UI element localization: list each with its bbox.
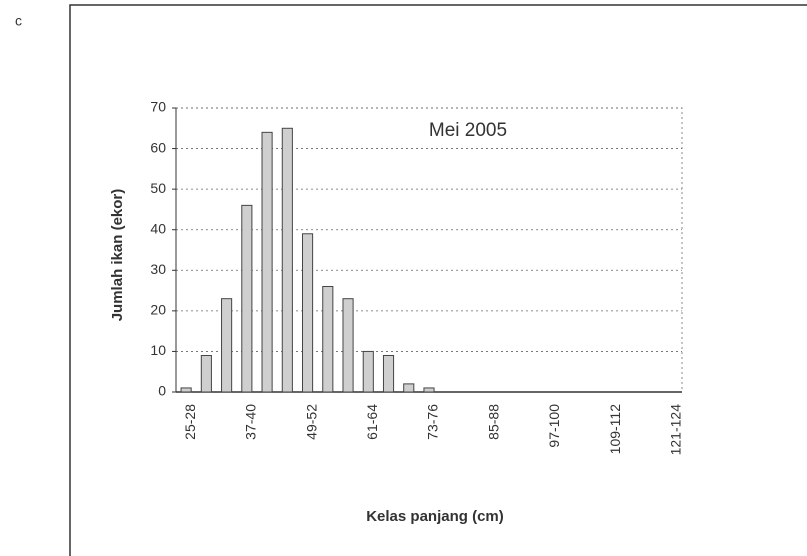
y-tick-label: 70 <box>150 99 166 115</box>
x-tick-label: 37-40 <box>243 404 259 440</box>
y-axis-label: Jumlah ikan (ekor) <box>109 189 126 322</box>
x-tick-label: 109-112 <box>607 404 623 455</box>
bar <box>322 286 334 393</box>
x-tick-label: 121-124 <box>668 404 684 456</box>
bar <box>302 233 314 393</box>
x-tick-label: 73-76 <box>425 404 441 440</box>
frame <box>69 4 807 556</box>
bar <box>261 131 273 393</box>
bar <box>423 387 435 393</box>
x-tick-label: 49-52 <box>303 404 319 440</box>
y-tick-label: 60 <box>150 139 166 155</box>
x-tick-label: 97-100 <box>546 404 562 448</box>
bar <box>241 204 253 393</box>
y-tick-label: 10 <box>150 342 166 358</box>
bar <box>342 298 354 393</box>
x-axis-label: Kelas panjang (cm) <box>366 508 504 525</box>
panel-label: c <box>15 13 22 29</box>
bar <box>281 127 293 393</box>
x-tick-label: 85-88 <box>485 404 501 440</box>
bar <box>403 383 415 393</box>
x-tick-label: 25-28 <box>182 404 198 440</box>
bar <box>362 350 374 393</box>
bar <box>382 354 395 393</box>
y-tick-label: 30 <box>150 261 166 277</box>
bar <box>200 354 212 393</box>
y-tick-label: 50 <box>150 180 166 196</box>
bar <box>180 387 192 393</box>
y-tick-label: 40 <box>150 220 166 236</box>
y-tick-label: 20 <box>150 302 166 318</box>
chart-title: Mei 2005 <box>429 120 507 141</box>
bar <box>221 298 233 393</box>
x-tick-label: 61-64 <box>364 404 380 440</box>
y-tick-label: 0 <box>158 383 166 399</box>
